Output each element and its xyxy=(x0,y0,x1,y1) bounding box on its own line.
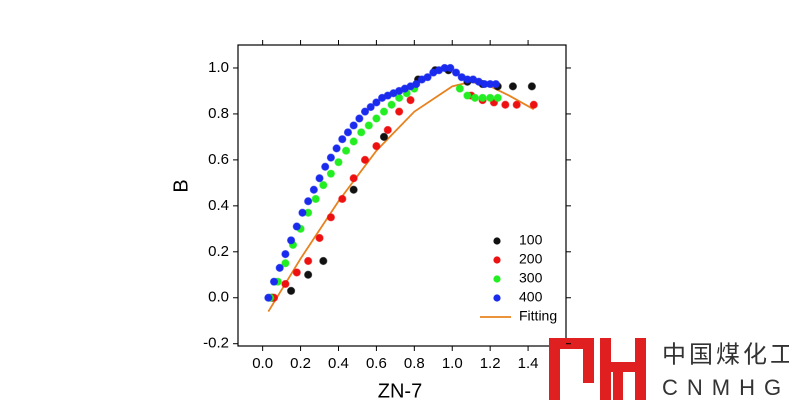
data-point xyxy=(364,121,373,130)
data-point xyxy=(355,114,364,123)
legend-label: 200 xyxy=(519,251,543,267)
data-point xyxy=(395,107,404,116)
legend-label: 400 xyxy=(519,289,543,305)
x-tick-label: 1.2 xyxy=(480,355,501,372)
data-point xyxy=(281,279,290,289)
data-point xyxy=(360,155,370,164)
data-point xyxy=(343,128,353,137)
data-point xyxy=(326,169,336,178)
data-point xyxy=(326,153,336,162)
y-tick-label: 0.2 xyxy=(208,243,229,260)
data-point xyxy=(379,132,389,142)
data-point xyxy=(383,125,392,135)
data-point xyxy=(423,73,432,82)
y-tick-label: 1.0 xyxy=(208,59,229,76)
data-point xyxy=(334,158,343,167)
data-point xyxy=(349,174,358,183)
data-point xyxy=(406,96,415,105)
data-point xyxy=(315,233,324,243)
data-point xyxy=(269,277,279,286)
data-point xyxy=(286,236,296,245)
watermark-subtitle: CNMHG xyxy=(662,375,789,400)
x-axis-label: ZN-7 xyxy=(378,380,422,402)
data-point xyxy=(292,268,301,277)
data-point xyxy=(349,137,358,146)
legend-label: Fitting xyxy=(519,308,557,324)
data-point xyxy=(281,259,290,268)
fit-line xyxy=(267,80,535,313)
x-tick-label: 0.0 xyxy=(252,355,273,372)
legend-marker xyxy=(493,294,501,302)
data-point xyxy=(304,270,313,279)
x-tick-label: 0.2 xyxy=(290,355,311,372)
plot-frame xyxy=(237,44,567,347)
data-point xyxy=(379,107,389,116)
data-point xyxy=(311,194,320,204)
data-point xyxy=(470,93,480,102)
y-tick-label: 0.6 xyxy=(208,151,229,168)
data-point xyxy=(529,100,538,109)
data-point xyxy=(349,121,358,130)
data-point xyxy=(319,256,328,266)
data-point xyxy=(349,185,358,194)
data-point xyxy=(446,63,455,73)
data-point xyxy=(264,293,273,302)
data-point xyxy=(357,128,366,137)
legend-marker xyxy=(493,237,501,245)
data-point xyxy=(321,162,330,171)
x-tick-label: 0.6 xyxy=(366,355,387,372)
data-point xyxy=(281,249,290,259)
data-point xyxy=(512,100,521,109)
x-tick-label: 1.4 xyxy=(518,355,539,372)
data-point xyxy=(319,181,328,190)
data-point xyxy=(501,100,510,109)
data-point xyxy=(298,208,307,217)
data-point xyxy=(508,82,518,91)
data-point xyxy=(341,146,351,155)
x-tick-label: 0.8 xyxy=(404,355,425,372)
watermark-logo xyxy=(549,338,646,400)
x-tick-label: 1.0 xyxy=(442,355,463,372)
data-point xyxy=(275,263,284,272)
data-point xyxy=(372,98,381,107)
data-point xyxy=(304,197,313,206)
data-point xyxy=(478,93,487,102)
legend-marker xyxy=(493,275,501,283)
data-point xyxy=(366,102,375,112)
data-point xyxy=(387,100,396,109)
data-point xyxy=(304,256,313,266)
x-tick-label: 0.4 xyxy=(328,355,349,372)
data-point xyxy=(486,93,495,102)
data-point xyxy=(326,213,336,222)
data-point xyxy=(493,93,502,102)
data-point xyxy=(451,68,461,77)
data-point xyxy=(455,84,464,93)
data-point xyxy=(309,185,318,194)
data-point xyxy=(315,174,324,183)
data-point xyxy=(491,79,500,89)
data-point xyxy=(463,91,472,100)
data-point xyxy=(332,144,341,153)
data-point xyxy=(338,135,347,144)
y-tick-label: -0.2 xyxy=(203,335,229,352)
watermark-title: 中国煤化工 xyxy=(662,341,789,368)
data-point xyxy=(372,141,381,151)
data-point xyxy=(372,114,381,123)
data-point xyxy=(360,107,370,116)
legend-label: 100 xyxy=(519,232,543,248)
legend-label: 300 xyxy=(519,270,543,286)
data-point xyxy=(412,79,421,89)
data-point xyxy=(292,222,301,231)
data-point xyxy=(286,286,296,295)
data-point xyxy=(527,82,536,91)
y-tick-label: 0.4 xyxy=(208,197,229,214)
data-point xyxy=(338,194,347,204)
y-axis-label: B xyxy=(170,179,192,192)
y-tick-label: 0.8 xyxy=(208,105,229,122)
y-tick-label: 0.0 xyxy=(208,289,229,306)
legend-marker xyxy=(493,256,501,264)
